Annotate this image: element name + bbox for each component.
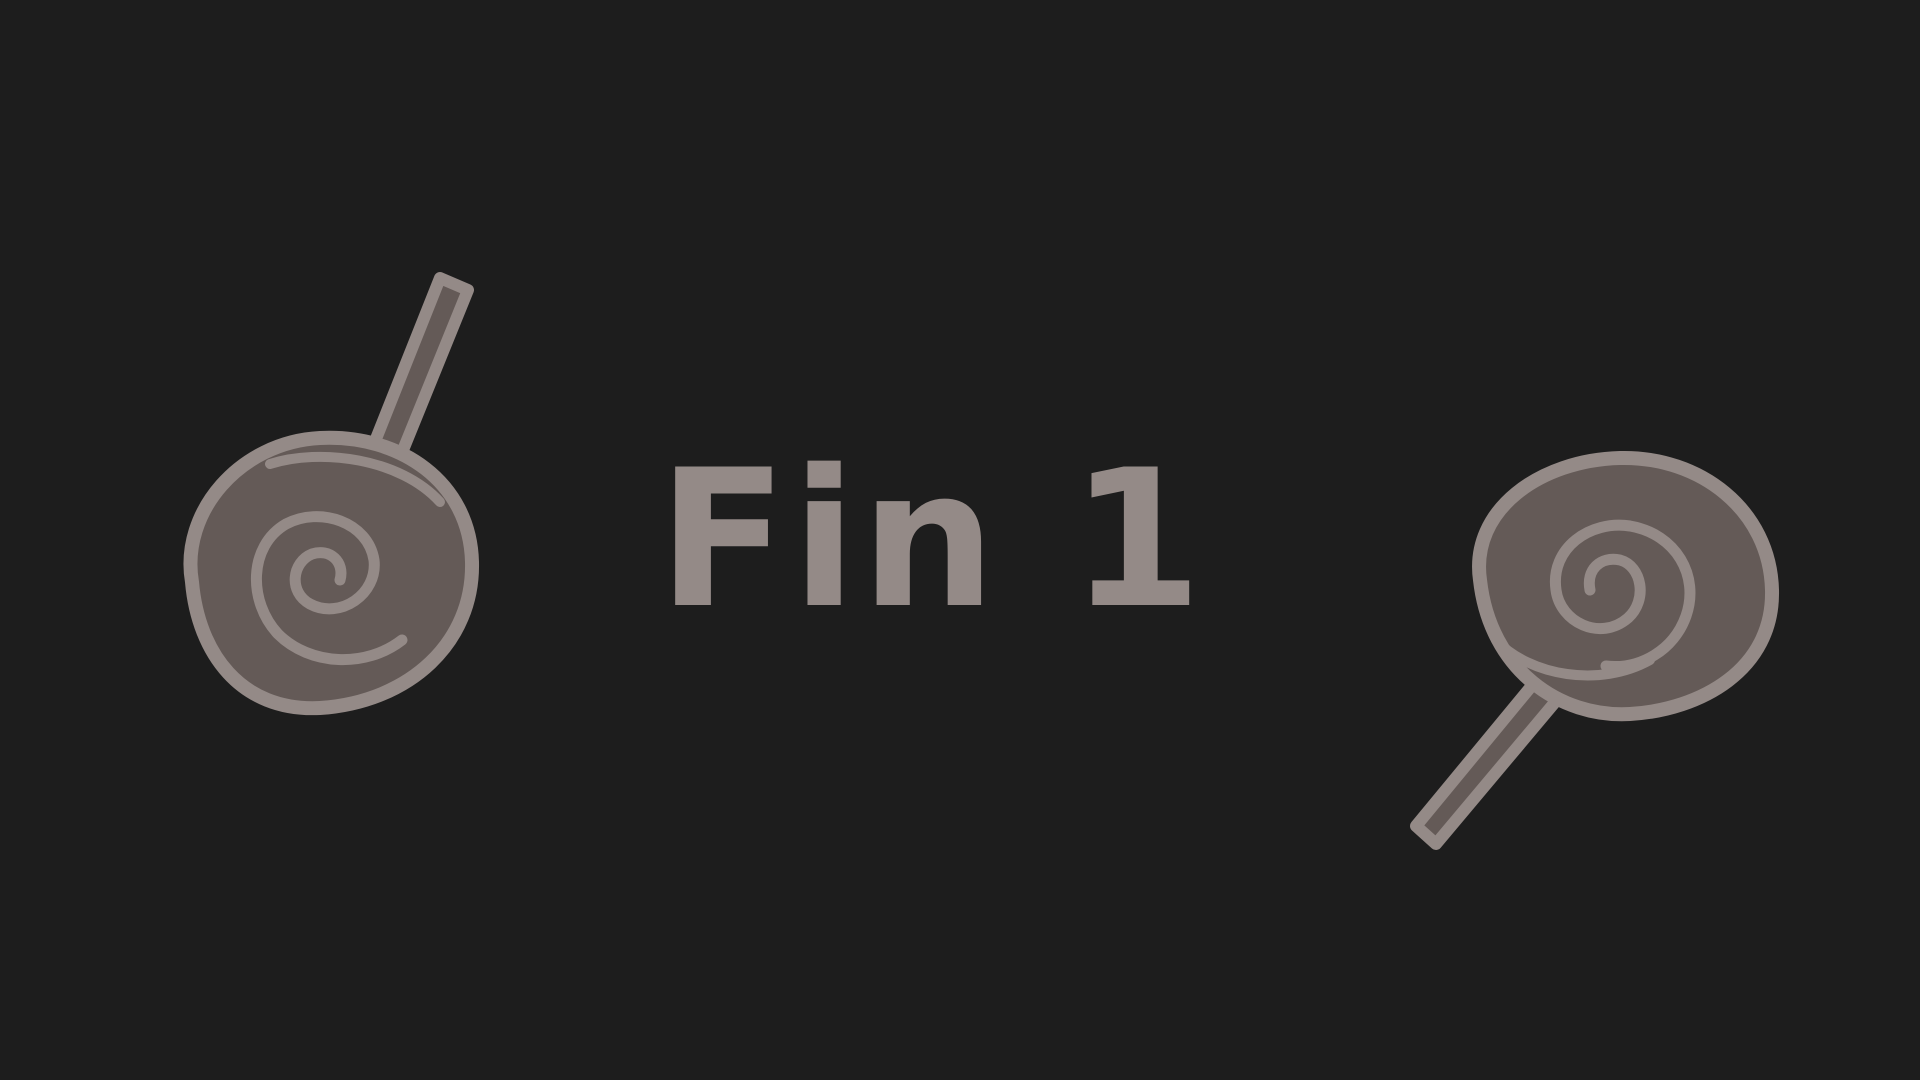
lollipop-icon [1410,450,1780,850]
ending-title: Fin 1 [657,429,1207,650]
lollipop-icon [183,272,480,716]
